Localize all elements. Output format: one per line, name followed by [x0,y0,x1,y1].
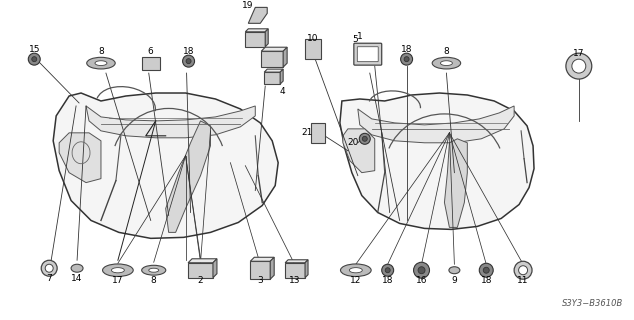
Polygon shape [283,47,287,67]
Text: 19: 19 [242,1,253,10]
Circle shape [479,263,493,277]
Text: 20: 20 [347,138,359,147]
Ellipse shape [441,61,453,66]
Circle shape [186,59,191,64]
Polygon shape [285,260,308,263]
FancyBboxPatch shape [354,43,382,65]
Polygon shape [358,106,514,143]
Text: 6: 6 [148,47,153,56]
Polygon shape [250,257,274,261]
Ellipse shape [432,57,461,69]
Circle shape [32,57,37,62]
Circle shape [519,266,527,275]
Polygon shape [264,69,283,72]
Text: 21: 21 [301,128,313,137]
Circle shape [41,260,57,276]
Text: 1: 1 [357,32,363,41]
Ellipse shape [149,268,158,272]
Polygon shape [280,69,283,84]
Circle shape [29,53,40,65]
Ellipse shape [71,264,83,272]
Bar [264,72,280,84]
Polygon shape [245,29,268,32]
Polygon shape [343,129,375,173]
Text: 2: 2 [198,276,204,285]
Text: 5: 5 [352,35,358,44]
Circle shape [566,53,592,79]
Polygon shape [213,259,217,278]
Bar [188,263,213,278]
Circle shape [404,57,409,62]
Polygon shape [249,7,267,23]
Bar [261,51,283,67]
Ellipse shape [449,267,460,274]
Circle shape [45,264,53,272]
Ellipse shape [141,265,165,275]
Ellipse shape [112,268,124,273]
Ellipse shape [340,264,371,276]
Text: S3Y3−B3610B: S3Y3−B3610B [562,299,624,308]
Circle shape [385,268,390,273]
Text: 17: 17 [112,276,124,285]
Bar [311,123,325,143]
Polygon shape [444,139,467,228]
Text: 4: 4 [280,86,285,96]
Text: 7: 7 [46,274,52,283]
Circle shape [382,264,394,276]
Bar [142,57,160,70]
Ellipse shape [103,264,133,276]
Circle shape [183,55,195,67]
Text: 14: 14 [72,274,83,283]
Polygon shape [270,257,274,279]
Text: 3: 3 [257,276,263,285]
Polygon shape [188,259,217,263]
Polygon shape [340,93,534,229]
Polygon shape [305,260,308,278]
Circle shape [359,133,370,144]
Text: 18: 18 [481,276,492,285]
Text: 15: 15 [29,45,40,54]
Text: 17: 17 [573,49,585,58]
Circle shape [418,267,425,274]
Text: 9: 9 [451,276,457,285]
Circle shape [514,261,532,279]
Ellipse shape [95,61,107,66]
Circle shape [401,53,413,65]
Text: 8: 8 [151,276,157,285]
Bar [245,32,265,47]
Text: 8: 8 [98,47,104,56]
Circle shape [483,267,489,273]
Circle shape [572,59,586,73]
Polygon shape [265,29,268,47]
FancyBboxPatch shape [358,47,378,62]
Circle shape [413,262,429,278]
Bar [285,263,305,278]
Circle shape [362,136,367,141]
Text: 11: 11 [517,276,529,285]
Text: 13: 13 [289,276,301,285]
Bar [305,39,321,59]
Text: 18: 18 [382,276,394,285]
Polygon shape [59,133,101,183]
Polygon shape [165,121,210,232]
Bar [250,261,270,279]
Text: 12: 12 [350,276,361,285]
Ellipse shape [349,268,362,273]
Polygon shape [261,47,287,51]
Text: 16: 16 [416,276,427,285]
Text: 18: 18 [401,45,412,54]
Polygon shape [86,106,256,138]
Polygon shape [53,93,278,238]
Ellipse shape [87,57,115,69]
Text: 10: 10 [307,34,319,43]
Text: 8: 8 [444,47,450,56]
Text: 18: 18 [183,47,195,56]
